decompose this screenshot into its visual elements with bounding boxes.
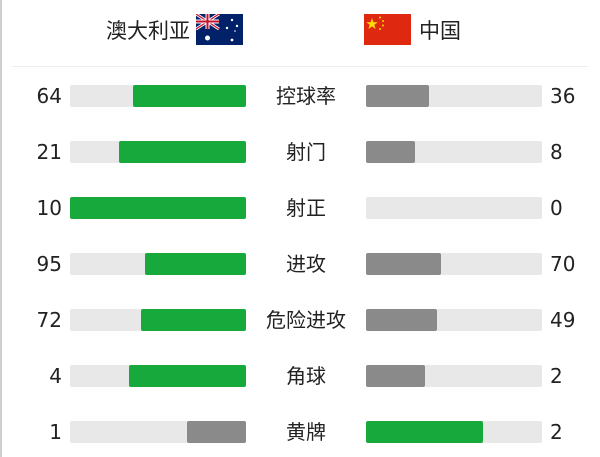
australia-flag-icon bbox=[196, 14, 243, 45]
home-value: 72 bbox=[36, 308, 62, 332]
stat-label: 黄牌 bbox=[286, 420, 326, 444]
home-bar-track bbox=[70, 141, 246, 163]
away-bar-track bbox=[366, 197, 542, 219]
left-border bbox=[0, 0, 2, 457]
stat-label: 进攻 bbox=[286, 252, 326, 276]
stat-row: 1 黄牌 2 bbox=[0, 417, 600, 447]
home-bar-fill bbox=[118, 141, 246, 163]
home-bar-fill bbox=[141, 309, 246, 331]
stat-label: 射正 bbox=[286, 196, 326, 220]
away-value: 36 bbox=[550, 84, 576, 108]
home-bar-track bbox=[70, 85, 246, 107]
home-value: 95 bbox=[36, 252, 62, 276]
stat-row: 10 射正 0 bbox=[0, 193, 600, 223]
home-value: 21 bbox=[36, 140, 62, 164]
away-bar-fill bbox=[366, 309, 438, 331]
home-bar-fill bbox=[144, 253, 246, 275]
away-bar-fill bbox=[366, 253, 441, 275]
home-value: 4 bbox=[49, 364, 62, 388]
home-bar-track bbox=[70, 197, 246, 219]
away-team: 中国 bbox=[364, 14, 461, 45]
away-value: 8 bbox=[550, 140, 563, 164]
stat-row: 72 危险进攻 49 bbox=[0, 305, 600, 335]
away-value: 2 bbox=[550, 364, 563, 388]
home-bar-fill bbox=[133, 85, 246, 107]
home-value: 10 bbox=[36, 196, 62, 220]
stat-label: 危险进攻 bbox=[266, 308, 346, 332]
away-bar-track bbox=[366, 365, 542, 387]
away-bar-track bbox=[366, 309, 542, 331]
away-bar-track bbox=[366, 85, 542, 107]
home-team-name: 澳大利亚 bbox=[106, 18, 190, 43]
home-bar-track bbox=[70, 365, 246, 387]
away-bar-fill bbox=[366, 85, 430, 107]
away-bar-fill bbox=[366, 365, 425, 387]
home-bar-fill bbox=[70, 197, 246, 219]
away-bar-track bbox=[366, 421, 542, 443]
home-bar-track bbox=[70, 309, 246, 331]
home-bar-fill bbox=[187, 421, 246, 443]
away-bar-track bbox=[366, 253, 542, 275]
stat-row: 4 角球 2 bbox=[0, 361, 600, 391]
home-bar-track bbox=[70, 253, 246, 275]
divider bbox=[12, 66, 588, 67]
away-bar-fill bbox=[366, 141, 415, 163]
home-value: 1 bbox=[49, 420, 62, 444]
stat-row: 64 控球率 36 bbox=[0, 81, 600, 111]
away-value: 70 bbox=[550, 252, 576, 276]
away-value: 49 bbox=[550, 308, 576, 332]
stat-row: 21 射门 8 bbox=[0, 137, 600, 167]
away-bar-track bbox=[366, 141, 542, 163]
stat-label: 射门 bbox=[286, 140, 326, 164]
china-flag-icon bbox=[364, 14, 411, 45]
home-bar-fill bbox=[128, 365, 246, 387]
away-value: 0 bbox=[550, 196, 563, 220]
away-value: 2 bbox=[550, 420, 563, 444]
home-team: 澳大利亚 bbox=[106, 14, 243, 45]
home-bar-track bbox=[70, 421, 246, 443]
stat-label: 角球 bbox=[286, 364, 326, 388]
away-team-name: 中国 bbox=[419, 18, 461, 43]
home-value: 64 bbox=[36, 84, 62, 108]
away-bar-fill bbox=[366, 421, 484, 443]
stat-row: 95 进攻 70 bbox=[0, 249, 600, 279]
stat-label: 控球率 bbox=[276, 84, 336, 108]
